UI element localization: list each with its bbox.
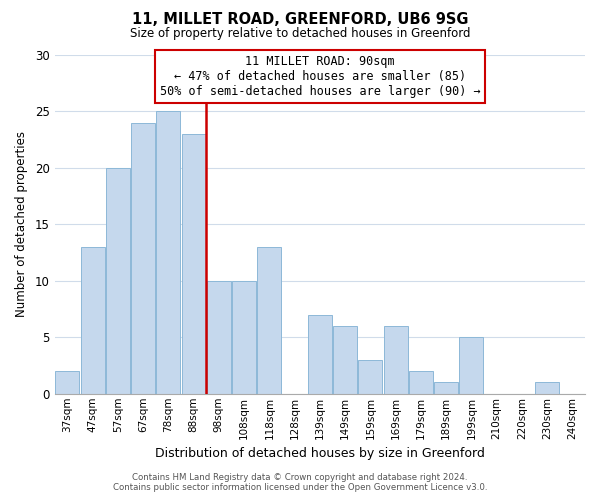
Bar (207, 281, 231, 394)
Bar (383, 326, 407, 394)
Bar (131, 123, 155, 394)
Bar (157, 112, 181, 394)
Bar (106, 168, 130, 394)
Bar (434, 382, 458, 394)
Bar (232, 281, 256, 394)
Bar (535, 382, 559, 394)
Text: 11, MILLET ROAD, GREENFORD, UB6 9SG: 11, MILLET ROAD, GREENFORD, UB6 9SG (132, 12, 468, 28)
Text: 11 MILLET ROAD: 90sqm
← 47% of detached houses are smaller (85)
50% of semi-deta: 11 MILLET ROAD: 90sqm ← 47% of detached … (160, 55, 480, 98)
Bar (80, 247, 104, 394)
Bar (409, 371, 433, 394)
Bar (182, 134, 206, 394)
X-axis label: Distribution of detached houses by size in Greenford: Distribution of detached houses by size … (155, 447, 485, 460)
Bar (308, 314, 332, 394)
Bar (358, 360, 382, 394)
Bar (460, 338, 484, 394)
Y-axis label: Number of detached properties: Number of detached properties (15, 132, 28, 318)
Bar (333, 326, 357, 394)
Text: Contains HM Land Registry data © Crown copyright and database right 2024.
Contai: Contains HM Land Registry data © Crown c… (113, 473, 487, 492)
Bar (257, 247, 281, 394)
Text: Size of property relative to detached houses in Greenford: Size of property relative to detached ho… (130, 28, 470, 40)
Bar (55, 371, 79, 394)
